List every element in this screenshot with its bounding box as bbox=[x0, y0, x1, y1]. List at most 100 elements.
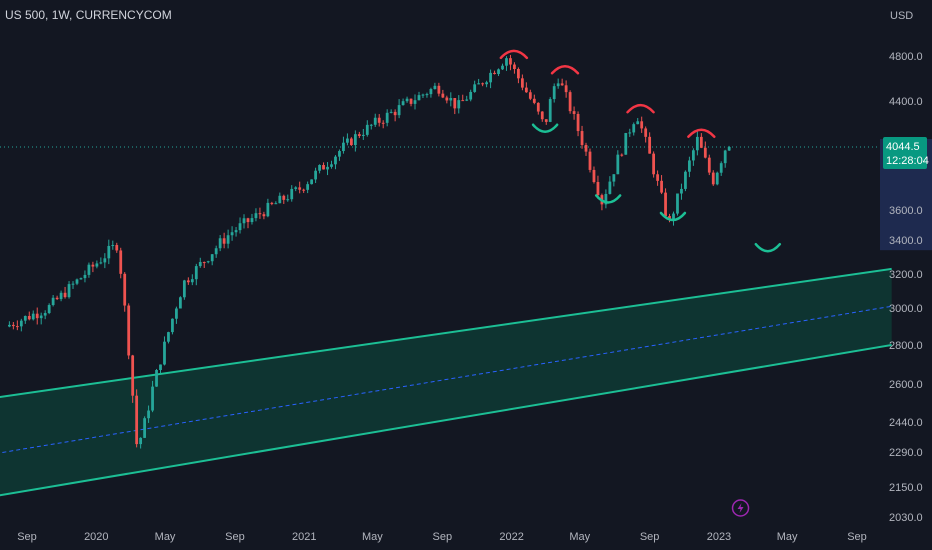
candle-body bbox=[584, 144, 588, 152]
candle bbox=[660, 175, 663, 195]
candle bbox=[11, 322, 15, 330]
candle bbox=[39, 312, 43, 325]
candle bbox=[270, 201, 274, 206]
candle bbox=[489, 69, 492, 89]
candle-body bbox=[489, 72, 492, 83]
candle-body bbox=[528, 92, 532, 99]
candle bbox=[262, 211, 266, 220]
candle bbox=[409, 98, 413, 107]
candle-body bbox=[517, 69, 520, 79]
candle bbox=[461, 94, 465, 102]
candle bbox=[357, 131, 361, 139]
candle-body bbox=[23, 315, 27, 321]
candle bbox=[342, 136, 345, 154]
candle bbox=[167, 331, 170, 344]
candle bbox=[437, 82, 441, 97]
x-tick-label: May bbox=[362, 531, 383, 543]
candle bbox=[202, 261, 206, 268]
candle bbox=[353, 130, 357, 152]
x-tick-label: Sep bbox=[847, 531, 867, 543]
candle-body bbox=[680, 188, 683, 194]
candle bbox=[278, 192, 282, 204]
candlestick-series[interactable] bbox=[7, 54, 731, 449]
candle-body bbox=[55, 297, 59, 300]
candle bbox=[695, 131, 699, 156]
lightning-circle bbox=[731, 499, 750, 517]
candle bbox=[55, 295, 59, 301]
candle-body bbox=[266, 202, 270, 217]
candle-body bbox=[540, 111, 544, 120]
candle bbox=[290, 185, 294, 202]
candle bbox=[250, 213, 254, 225]
top-arc bbox=[550, 65, 580, 75]
candle-body bbox=[628, 132, 632, 134]
candle bbox=[131, 354, 135, 403]
candle bbox=[473, 80, 477, 93]
candle bbox=[664, 188, 667, 218]
candle bbox=[703, 141, 707, 159]
candle bbox=[326, 162, 329, 176]
candle-body bbox=[469, 91, 473, 100]
candle-body bbox=[695, 136, 699, 151]
candle-body bbox=[262, 214, 266, 217]
candle bbox=[688, 156, 691, 178]
candle-body bbox=[652, 153, 656, 175]
candle bbox=[186, 277, 190, 285]
candle bbox=[680, 183, 683, 200]
candle-body bbox=[15, 326, 19, 328]
candle-body bbox=[612, 174, 616, 182]
price-axis[interactable]: 4800.0 4400.0 3600.0 3400.0 3200.0 3000.0 2800… bbox=[889, 51, 923, 524]
candle-body bbox=[401, 101, 405, 106]
candle bbox=[723, 149, 727, 168]
candle bbox=[127, 303, 131, 360]
candle bbox=[528, 89, 532, 101]
candle bbox=[672, 211, 675, 226]
x-tick-label: May bbox=[155, 531, 176, 543]
x-tick-label: Sep bbox=[17, 531, 37, 543]
price-badge-countdown: 12:28:04 bbox=[886, 155, 929, 167]
candle-body bbox=[640, 121, 644, 129]
candle bbox=[286, 194, 290, 202]
candle-body bbox=[588, 151, 592, 170]
candle-body bbox=[473, 84, 477, 92]
candle bbox=[636, 118, 640, 125]
regression-channel[interactable] bbox=[0, 267, 892, 500]
candle bbox=[469, 89, 473, 102]
candle-body bbox=[254, 213, 258, 219]
candle-body bbox=[83, 274, 87, 279]
candle-body bbox=[421, 94, 425, 96]
candle-body bbox=[147, 410, 150, 419]
candle-body bbox=[493, 72, 496, 74]
lightning-icon[interactable] bbox=[731, 499, 750, 517]
time-axis[interactable]: Sep 2020 May Sep 2021 May Sep 2022 May Sep 2023 May… bbox=[17, 531, 867, 543]
candle bbox=[397, 99, 401, 119]
candle bbox=[222, 232, 226, 249]
candle bbox=[628, 128, 632, 137]
candle bbox=[175, 306, 178, 324]
candle-body bbox=[226, 235, 230, 244]
candle bbox=[294, 186, 298, 192]
candle-body bbox=[405, 98, 409, 102]
candle bbox=[15, 320, 19, 331]
candle-body bbox=[556, 83, 560, 87]
candle-body bbox=[648, 136, 652, 154]
candle bbox=[441, 89, 445, 99]
candle-body bbox=[135, 395, 139, 445]
candle-body bbox=[91, 264, 95, 267]
candle-body bbox=[723, 150, 727, 164]
candle-body bbox=[397, 105, 401, 116]
candle-body bbox=[453, 98, 457, 109]
pattern-arcs[interactable] bbox=[499, 49, 782, 253]
candle bbox=[7, 321, 11, 328]
candle-body bbox=[318, 164, 321, 171]
candle bbox=[381, 120, 385, 129]
candle-body bbox=[505, 58, 508, 66]
candle-body bbox=[552, 86, 556, 100]
candle-body bbox=[727, 147, 731, 151]
candle-body bbox=[234, 230, 238, 233]
candle bbox=[369, 123, 373, 130]
candle-body bbox=[194, 266, 198, 280]
candle bbox=[572, 106, 576, 120]
